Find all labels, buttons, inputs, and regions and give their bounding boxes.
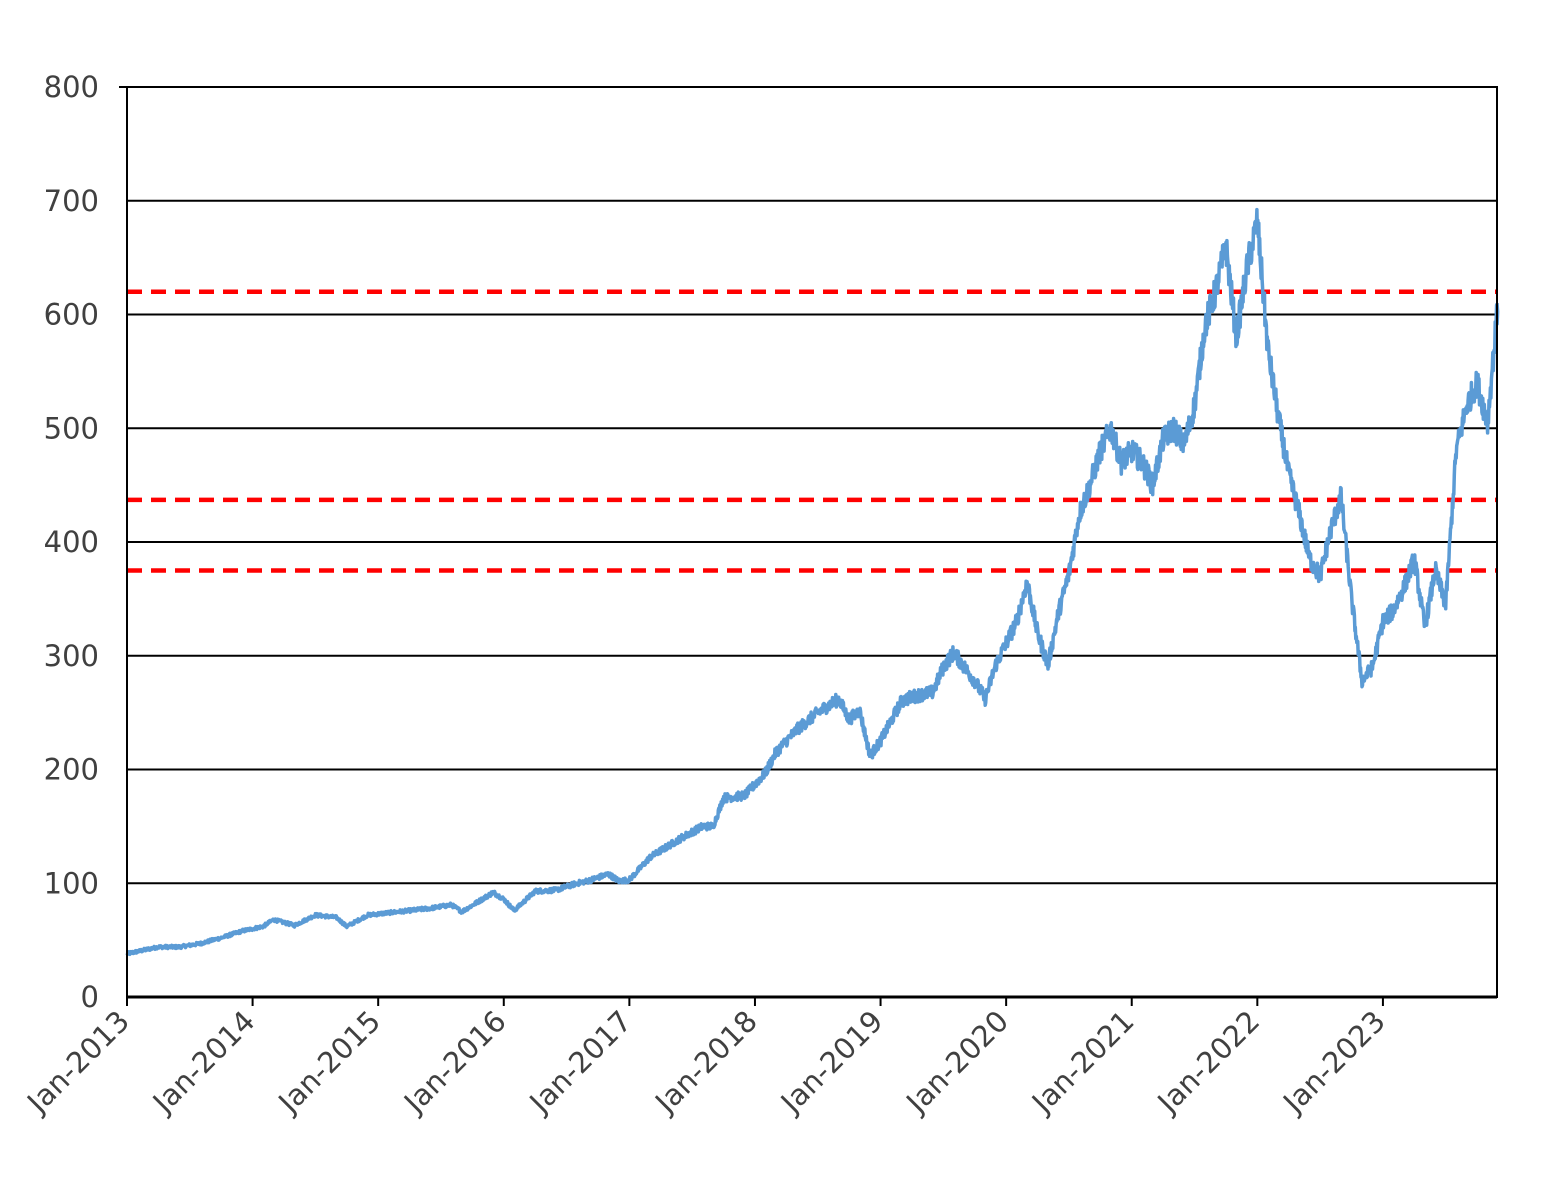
axes (119, 86, 1498, 1006)
x-tick-label: Jan-2018 (647, 1004, 764, 1121)
x-tick-label: Jan-2016 (396, 1004, 513, 1121)
x-tick-label: Jan-2019 (773, 1004, 890, 1121)
reference-lines (127, 289, 1497, 573)
x-tick-label: Jan-2020 (898, 1004, 1015, 1121)
x-tick-label: Jan-2021 (1024, 1004, 1141, 1121)
y-tick-label: 800 (44, 70, 99, 104)
y-axis-tick-labels: 0 100 200 300 400 500 600 700 800 (44, 70, 99, 1014)
series-layer (125, 207, 1500, 957)
y-tick-label: 400 (44, 525, 99, 559)
y-tick-label: 600 (44, 298, 99, 332)
x-tick-label: Jan-2015 (270, 1004, 387, 1121)
x-axis-tick-labels: Jan-2013 Jan-2014 Jan-2015 Jan-2016 Jan-2017… (19, 1004, 1392, 1121)
series-line (125, 207, 1500, 957)
y-tick-label: 200 (44, 753, 99, 787)
y-tick-label: 0 (81, 980, 99, 1014)
y-tick-label: 100 (44, 866, 99, 900)
gridlines (127, 86, 1497, 885)
y-tick-label: 500 (44, 411, 99, 445)
x-tick-label: Jan-2017 (522, 1004, 639, 1121)
y-tick-label: 700 (44, 184, 99, 218)
x-tick-label: Jan-2014 (145, 1004, 262, 1121)
x-tick-label: Jan-2023 (1275, 1004, 1392, 1121)
x-tick-label: Jan-2022 (1150, 1004, 1267, 1121)
y-tick-label: 300 (44, 639, 99, 673)
x-tick-label: Jan-2013 (19, 1004, 136, 1121)
